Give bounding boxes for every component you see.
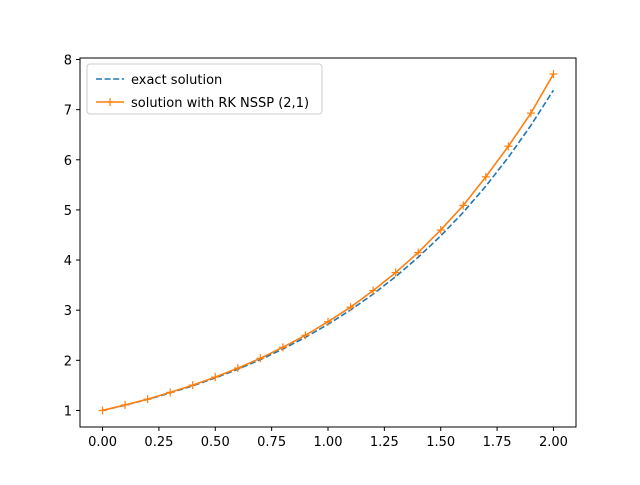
data-point-marker <box>391 268 400 277</box>
y-tick-label: 3 <box>64 304 72 319</box>
data-point-marker <box>436 225 445 234</box>
data-point-marker <box>121 400 130 409</box>
y-tick-label: 5 <box>64 204 72 219</box>
x-tick-label: 0.00 <box>88 435 117 450</box>
data-point-marker <box>459 201 468 210</box>
data-point-marker <box>256 354 265 363</box>
data-point-marker <box>504 142 513 151</box>
data-point-marker <box>301 331 310 340</box>
series-layer <box>98 70 558 415</box>
y-tick-label: 1 <box>64 404 72 419</box>
x-tick-label: 1.75 <box>483 435 512 450</box>
series-exact-solution-line <box>102 89 555 412</box>
x-tick-label: 1.50 <box>426 435 455 450</box>
x-tick-label: 0.75 <box>257 435 286 450</box>
data-point-marker <box>233 364 242 373</box>
data-point-marker <box>143 395 152 404</box>
legend-label: exact solution <box>131 73 222 88</box>
series-rk-nssp-line <box>102 73 555 412</box>
x-tick-label: 2.00 <box>539 435 568 450</box>
legend: exact solution solution with RK NSSP (2,1… <box>86 63 323 115</box>
x-tick-label: 1.00 <box>314 435 343 450</box>
data-point-marker <box>324 317 332 326</box>
data-point-marker <box>481 172 490 181</box>
x-tick-label: 0.25 <box>144 435 173 450</box>
data-point-marker <box>98 406 107 415</box>
data-point-marker <box>549 70 558 79</box>
data-point-marker <box>188 381 197 390</box>
x-tick-label: 0.50 <box>201 435 230 450</box>
data-point-marker <box>346 303 355 312</box>
legend-frame <box>86 63 323 115</box>
x-axis: 0.00 0.25 0.50 0.75 1.00 1.25 1.50 1.75 2.00 <box>88 427 568 450</box>
y-axis: 1 2 3 4 5 6 7 8 <box>64 54 80 419</box>
data-point-marker <box>166 388 175 397</box>
data-point-marker <box>369 286 378 295</box>
y-tick-label: 2 <box>64 354 72 369</box>
data-point-marker <box>414 248 423 257</box>
y-tick-label: 6 <box>64 154 72 169</box>
legend-label: solution with RK NSSP (2,1) <box>131 96 309 111</box>
data-point-marker <box>211 373 220 382</box>
data-point-marker <box>278 343 287 352</box>
y-tick-label: 8 <box>64 54 72 69</box>
y-tick-label: 4 <box>64 254 72 269</box>
data-point-marker <box>526 109 535 118</box>
y-tick-label: 7 <box>64 104 72 119</box>
x-tick-label: 1.25 <box>370 435 399 450</box>
